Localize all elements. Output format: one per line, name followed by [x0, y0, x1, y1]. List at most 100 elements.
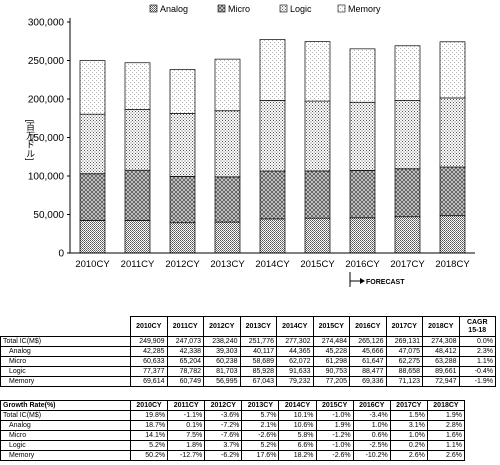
y-tick-label: 0 [58, 249, 64, 260]
table-cell: 58,689 [239, 356, 277, 367]
table-cell: -1.0% [315, 410, 354, 421]
table-header-cell: 2012CY [203, 316, 241, 337]
table-row: Total IC(M$) 19.8% -1.1% -3.6% 5.7% 10.1% -1.0… [0, 410, 465, 421]
table-cell: -0.4% [458, 366, 496, 377]
table-cell: -2.5% [352, 440, 391, 451]
x-axis: 2010CY 2011CY 2012CY 2013CY 2014CY 2015CY 2016… [70, 252, 475, 270]
row-label: Analog [0, 420, 131, 431]
table-row: Analog 42,285 42,338 39,303 40,117 44,365 45,2… [0, 346, 496, 357]
x-tick-label: 2013CY [210, 259, 245, 270]
table-cell: 71,123 [385, 376, 423, 387]
table-cell: -12.7% [167, 450, 206, 461]
bar-micro-2012CY [169, 176, 196, 224]
table-cell: 42,285 [130, 346, 168, 357]
table-cell: 1.1% [458, 356, 496, 367]
row-label: Analog [0, 346, 131, 357]
table-header-cell: 2013CY [241, 400, 280, 411]
table-cell: 79,232 [276, 376, 314, 387]
y-tick-label: 250,000 [28, 56, 65, 67]
table-cell: 0.1% [167, 420, 206, 431]
table-cell: 69,614 [130, 376, 168, 387]
x-tick-label: 2015CY [300, 259, 335, 270]
forecast-label: FORECAST [366, 279, 405, 286]
x-tick-label: 2010CY [75, 259, 110, 270]
table-cell: 238,240 [203, 336, 241, 347]
y-tick-label: 200,000 [28, 95, 65, 106]
table-cell: 0.2% [389, 440, 428, 451]
row-label: Memory [0, 376, 131, 387]
bar-memory-2012CY [169, 69, 196, 114]
table-cell: 85,928 [239, 366, 277, 377]
row-label: Logic [0, 440, 131, 451]
legend-label-memory: Memory [348, 4, 381, 14]
table-cell: 2.6% [389, 450, 428, 461]
table-cell: 277,302 [276, 336, 314, 347]
table-cell: 1.6% [426, 430, 465, 441]
row-label: Memory [0, 450, 131, 461]
bar-memory-2010CY [79, 60, 106, 115]
table-cell: 42,338 [166, 346, 204, 357]
table-cell: 10.6% [278, 420, 317, 431]
table-cell: 91,633 [276, 366, 314, 377]
bar-micro-2010CY [79, 173, 106, 221]
table-cell: 77,205 [312, 376, 350, 387]
table-header-row: Growth Rate(%) 2010CY 2011CY 2012CY 2013CY 20… [0, 400, 465, 411]
table-cell: 1.9% [315, 420, 354, 431]
table-header-cell: 2015CY [315, 400, 354, 411]
table-header-cell: 2015CY [312, 316, 350, 337]
table-cell: 61,298 [312, 356, 350, 367]
y-axis-label: [百万ドル] [25, 119, 35, 160]
bar-micro-2018CY [439, 166, 466, 217]
table-header-cell: Growth Rate(%) [0, 400, 131, 411]
row-label: Logic [0, 366, 131, 377]
table-cell: -6.2% [204, 450, 243, 461]
bar-memory-2017CY [394, 45, 421, 101]
table-cell: 249,909 [130, 336, 168, 347]
table-cell: -1.1% [167, 410, 206, 421]
table-cell: 0.0% [458, 336, 496, 347]
table-cell: 265,126 [349, 336, 387, 347]
table-cell: 1.9% [426, 410, 465, 421]
table-cell: 269,131 [385, 336, 423, 347]
table-cell: 5.2% [241, 440, 280, 451]
table-cell: 19.8% [129, 410, 169, 421]
forecast-arrow-icon [360, 278, 365, 284]
table-cell: 81,703 [203, 366, 241, 377]
bar-logic-2010CY [79, 113, 106, 175]
table-cell: 5.7% [241, 410, 280, 421]
table-cell: 2.6% [426, 450, 465, 461]
table-cell: 1.0% [389, 430, 428, 441]
x-tick-label: 2014CY [255, 259, 290, 270]
legend-swatch-memory [337, 4, 346, 13]
table-cell: -2.6% [241, 430, 280, 441]
table-cell: 45,666 [349, 346, 387, 357]
bar-analog-2012CY [169, 222, 196, 254]
bar-analog-2011CY [124, 220, 151, 254]
table-cell: 18.7% [129, 420, 169, 431]
legend-swatch-analog [149, 4, 158, 13]
y-tick-label: 150,000 [28, 133, 65, 144]
table-row: Logic 5.2% 1.8% 3.7% 5.2% 6.6% -1.0% -2.5% 0.2% 1… [0, 440, 465, 451]
bar-micro-2015CY [304, 170, 331, 219]
table-cell: 90,753 [312, 366, 350, 377]
table-cell: 60,633 [130, 356, 168, 367]
table-row: Total IC(M$) 249,909 247,073 238,240 251,776… [0, 336, 496, 347]
x-tick-label: 2012CY [165, 259, 200, 270]
bar-micro-2014CY [259, 170, 286, 220]
table-cell: -7.2% [204, 420, 243, 431]
table-cell: 7.5% [167, 430, 206, 441]
table-row: Micro 14.1% 7.5% -7.6% -2.6% 5.8% -1.2% 0.6% 1.0… [0, 430, 465, 441]
table-cell: 39,303 [203, 346, 241, 357]
table-cell: 61,647 [349, 356, 387, 367]
table-cell: 47,075 [385, 346, 423, 357]
growth-rate-table: Growth Rate(%) 2010CY 2011CY 2012CY 2013CY 20… [0, 400, 465, 461]
table-cell: 62,072 [276, 356, 314, 367]
y-tick-label: 100,000 [28, 172, 65, 183]
table-cell: -2.6% [315, 450, 354, 461]
table-cell: 78,782 [166, 366, 204, 377]
table-header-cell: 2016CY [352, 400, 391, 411]
table-cell: 0.6% [352, 430, 391, 441]
table-header-cell: 2017CY [385, 316, 423, 337]
table-cell: 5.2% [129, 440, 169, 451]
y-tick-label: 50,000 [33, 210, 64, 221]
